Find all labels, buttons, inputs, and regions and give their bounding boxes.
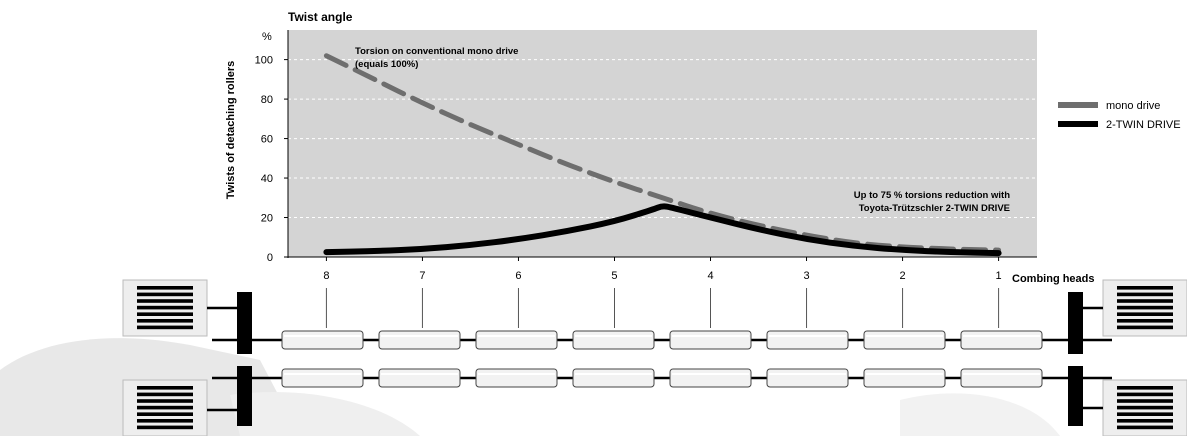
drive-motor-top-left (122, 279, 208, 337)
detaching-roller (378, 368, 461, 388)
legend: mono drive 2-TWIN DRIVE (1058, 100, 1181, 131)
x-tick-label: 7 (419, 270, 425, 282)
detaching-roller (863, 330, 946, 350)
motor-stripe (137, 386, 193, 390)
drive-motor-bottom-left (122, 379, 208, 436)
motor-stripe (1117, 319, 1173, 323)
chart-title: Twist angle (288, 10, 353, 24)
motor-stripe (137, 286, 193, 290)
annotation-mono-line2: (equals 100%) (355, 59, 418, 70)
plot-area (288, 30, 1037, 257)
x-axis-label: Combing heads (1012, 273, 1095, 285)
motor-stripe (1117, 312, 1173, 316)
detaching-roller (572, 368, 655, 388)
drive-diagram (122, 279, 1187, 436)
motor-stripe (1117, 325, 1173, 330)
y-tick-label: 60 (261, 134, 273, 146)
x-tick-label: 4 (707, 270, 713, 282)
motor-stripe (137, 292, 193, 297)
motor-stripe (137, 305, 193, 310)
x-tick-label: 5 (611, 270, 617, 282)
detaching-roller (960, 368, 1043, 388)
motor-stripe (1117, 305, 1173, 310)
y-tick-label: 40 (261, 173, 273, 185)
detaching-roller (766, 368, 849, 388)
y-tick-label: 20 (261, 213, 273, 225)
detaching-roller (281, 368, 364, 388)
x-tick-label: 6 (515, 270, 521, 282)
drive-motor-bottom-right (1102, 379, 1187, 436)
motor-stripe (1117, 399, 1173, 403)
motor-stripe (1117, 405, 1173, 410)
bearing-block (1068, 366, 1083, 426)
detaching-roller (281, 330, 364, 350)
motor-stripe (137, 419, 193, 423)
series-line-2-twin-drive (323, 203, 1002, 257)
x-tick-label: 8 (323, 270, 329, 282)
motor-stripe (137, 392, 193, 397)
motor-stripe (1117, 292, 1173, 297)
detaching-roller (669, 330, 752, 350)
motor-stripe (1117, 412, 1173, 416)
motor-stripe (137, 325, 193, 330)
detaching-roller (378, 330, 461, 350)
detaching-roller (572, 330, 655, 350)
bearing-block (237, 366, 252, 426)
legend-label-twin: 2-TWIN DRIVE (1106, 119, 1181, 131)
legend-label-mono: mono drive (1106, 100, 1160, 112)
motor-stripe (1117, 392, 1173, 397)
motor-stripe (1117, 286, 1173, 290)
bearing-block (1068, 292, 1083, 354)
motor-stripe (137, 299, 193, 303)
y-axis-label: Twists of detaching rollers (225, 61, 237, 200)
motor-stripe (137, 412, 193, 416)
x-tick-label: 1 (996, 270, 1002, 282)
y-tick-label: 0 (267, 252, 273, 264)
detaching-roller (475, 330, 558, 350)
motor-stripe (1117, 419, 1173, 423)
drive-motor-top-right (1102, 279, 1187, 337)
y-axis: 0 20 40 60 80 100 (255, 55, 288, 264)
annotation-twin-line1: Up to 75 % torsions reduction with (854, 190, 1010, 201)
bearing-block (237, 292, 252, 354)
annotation-twin-line2: Toyota-Trützschler 2-TWIN DRIVE (859, 203, 1010, 214)
y-axis-unit: % (262, 31, 272, 43)
grid-lines (288, 59, 1037, 219)
detaching-roller (863, 368, 946, 388)
detaching-roller (475, 368, 558, 388)
motor-stripe (1117, 299, 1173, 303)
motor-stripe (137, 319, 193, 323)
motor-stripe (137, 312, 193, 316)
annotation-mono-line1: Torsion on conventional mono drive (355, 46, 518, 57)
series-lines (323, 53, 1002, 257)
detaching-roller (960, 330, 1043, 350)
motor-stripe (137, 425, 193, 430)
x-tick-label: 2 (900, 270, 906, 282)
y-tick-label: 80 (261, 94, 273, 106)
y-tick-label: 100 (255, 55, 273, 67)
x-tick-label: 3 (803, 270, 809, 282)
detaching-roller (766, 330, 849, 350)
x-axis: 8 7 6 5 4 3 2 1 (323, 257, 1002, 282)
motor-stripe (137, 399, 193, 403)
detaching-roller (669, 368, 752, 388)
motor-stripe (1117, 425, 1173, 430)
motor-stripe (1117, 386, 1173, 390)
motor-stripe (137, 405, 193, 410)
